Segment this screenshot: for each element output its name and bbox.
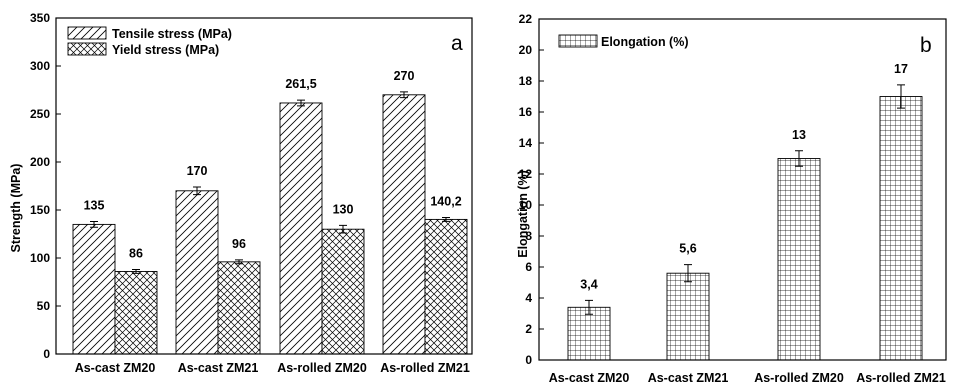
chart-a-error-bar <box>235 259 243 265</box>
chart-a-y-tick-label: 350 <box>30 11 50 25</box>
chart-a-error-bar <box>90 221 98 228</box>
chart-a-bar <box>175 190 219 355</box>
chart-a-bar <box>321 228 365 355</box>
chart-a-category-label: As-cast ZM20 <box>75 361 156 375</box>
chart-b-value-label: 5,6 <box>679 242 696 256</box>
legend-label-yield: Yield stress (MPa) <box>112 43 219 57</box>
chart-a-category-label: As-rolled ZM21 <box>380 361 470 375</box>
legend-swatch-tensile <box>67 26 107 40</box>
chart-b-y-axis-label: Elongation (%) <box>516 170 530 258</box>
legend-label-tensile: Tensile stress (MPa) <box>112 27 232 41</box>
chart-a-bar <box>217 261 261 355</box>
chart-b-y-tick-label: 14 <box>519 136 533 150</box>
chart-b-y-tick-label: 4 <box>525 291 532 305</box>
chart-a-y-tick-label: 100 <box>30 251 50 265</box>
legend-label-elongation: Elongation (%) <box>601 35 689 49</box>
chart-a-error-bar <box>339 224 347 234</box>
chart-b-y-tick-label: 18 <box>519 74 533 88</box>
chart-a-bar <box>424 218 468 355</box>
chart-a-y-tick-label: 300 <box>30 59 50 73</box>
chart-a-bar <box>279 102 323 355</box>
chart-b-y-tick-label: 8 <box>525 229 532 243</box>
chart-a-value-label: 135 <box>84 199 105 213</box>
chart-b-frame <box>538 18 947 361</box>
chart-a-value-label: 130 <box>333 202 354 216</box>
chart-b-y-tick-label: 6 <box>525 260 532 274</box>
chart-b-value-label: 17 <box>894 62 908 76</box>
chart-b-y-tick-label: 16 <box>519 105 533 119</box>
chart-b-value-label: 13 <box>792 128 806 142</box>
chart-a-bar <box>72 223 116 355</box>
chart-b-y-tick-label: 10 <box>519 198 533 212</box>
chart-a-y-tick-label: 0 <box>43 347 50 361</box>
chart-b-y-tick-label: 0 <box>525 353 532 367</box>
chart-b-category-label: As-cast ZM21 <box>648 371 729 385</box>
chart-a-y-tick-label: 250 <box>30 107 50 121</box>
chart-a-error-bar <box>193 186 201 196</box>
chart-b: Elongation (%) 0 2 4 6 8 10 12 14 16 18 20 22 3,4 5,… <box>516 12 947 385</box>
chart-a-y-tick-label: 200 <box>30 155 50 169</box>
chart-a-bar <box>382 94 426 355</box>
chart-a-value-label: 96 <box>232 237 246 251</box>
chart-a-category-label: As-cast ZM21 <box>178 361 259 375</box>
chart-a-legend: Tensile stress (MPa) Yield stress (MPa) <box>67 26 232 57</box>
chart-b-bar <box>879 96 923 361</box>
chart-a-y-tick-label: 50 <box>37 299 51 313</box>
chart-a-y-tick-label: 150 <box>30 203 50 217</box>
chart-a-error-bar <box>132 269 140 274</box>
chart-a-value-label: 270 <box>394 69 415 83</box>
chart-a-bar <box>114 270 158 355</box>
chart-b-bar <box>777 158 821 361</box>
chart-a-frame <box>55 17 473 355</box>
legend-swatch-elongation <box>558 34 598 48</box>
chart-a-value-label: 170 <box>187 164 208 178</box>
chart-b-value-label: 3,4 <box>580 277 597 291</box>
chart-b-bar <box>666 272 710 361</box>
chart-b-error-bar <box>585 299 593 315</box>
chart-b-error-bar <box>684 264 692 283</box>
chart-b-panel-label: b <box>920 34 932 57</box>
chart-b-bar <box>567 306 611 361</box>
chart-a-error-bar <box>400 91 408 99</box>
chart-b-category-label: As-rolled ZM21 <box>856 371 946 385</box>
chart-b-category-label: As-cast ZM20 <box>549 371 630 385</box>
chart-a-value-label: 140,2 <box>430 194 461 208</box>
chart-b-category-label: As-rolled ZM20 <box>754 371 844 385</box>
chart-a-category-label: As-rolled ZM20 <box>277 361 367 375</box>
chart-b-y-tick-label: 20 <box>519 43 533 57</box>
chart-a: Strength (MPa) 0 50 100 150 200 250 300 350 135… <box>9 11 473 375</box>
chart-a-error-bar <box>297 99 305 107</box>
chart-b-error-bar <box>897 84 905 109</box>
chart-b-y-tick-label: 22 <box>519 12 533 26</box>
chart-a-y-axis-label: Strength (MPa) <box>9 164 23 253</box>
chart-b-legend: Elongation (%) <box>558 34 689 49</box>
chart-b-error-bar <box>795 150 803 167</box>
chart-b-y-tick-label: 12 <box>519 167 533 181</box>
chart-a-panel-label: a <box>451 32 463 55</box>
chart-a-value-label: 86 <box>129 247 143 261</box>
legend-swatch-yield <box>67 42 107 56</box>
chart-a-value-label: 261,5 <box>285 77 316 91</box>
chart-b-y-tick-label: 2 <box>525 322 532 336</box>
chart-a-error-bar <box>442 216 450 222</box>
